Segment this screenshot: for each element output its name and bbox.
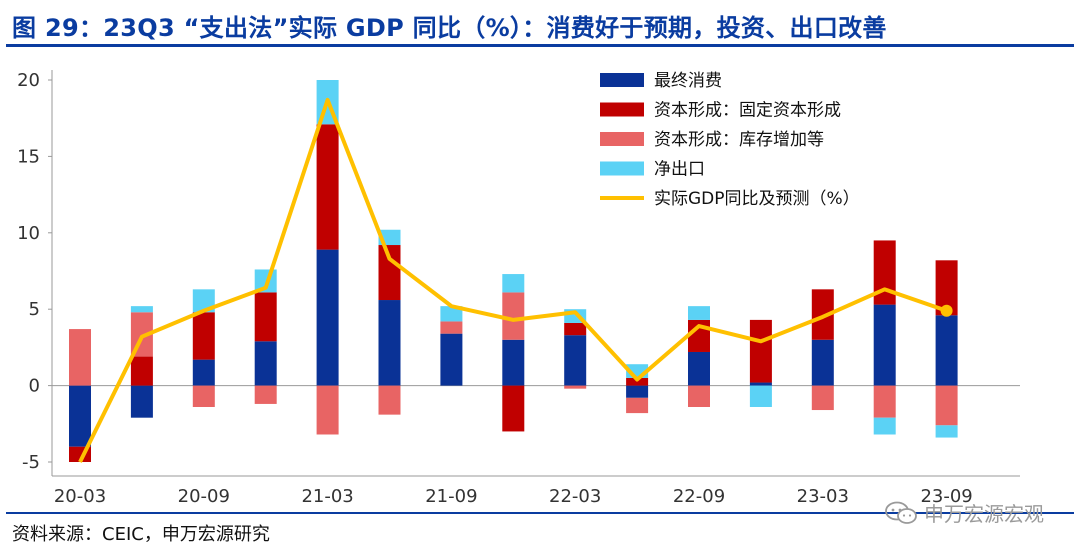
bar-segment (502, 339, 525, 386)
bar-segment (564, 335, 587, 386)
bar-segment (811, 289, 834, 340)
bar-segment (688, 351, 710, 386)
y-tick-label: 20 (17, 70, 40, 91)
bar-segment (254, 341, 277, 386)
bar-segment (626, 397, 649, 414)
axes: -5 0 5 10 15 20 20-03 20-09 21-03 21-09 22-03 22-09… (17, 70, 1020, 507)
watermark: 申万宏源宏观 (884, 498, 1044, 527)
bar-segment (626, 377, 649, 386)
bar-segment (935, 260, 958, 316)
bar-segment (69, 385, 91, 447)
page-title: 图 29：23Q3 “支出法”实际 GDP 同比（%）：消费好于预期，投资、出口… (12, 14, 887, 42)
bar-segment (564, 385, 587, 389)
x-tick-label: 23-03 (797, 486, 849, 507)
watermark-text: 申万宏源宏观 (924, 502, 1044, 526)
x-tick-label: 22-03 (549, 486, 601, 507)
y-tick-label: 15 (17, 146, 40, 167)
x-tick-label: 20-09 (178, 486, 230, 507)
x-tick-label: 23-09 (920, 486, 972, 507)
bar-segment (440, 321, 463, 334)
bar-segment (502, 385, 525, 432)
x-tick-label: 22-09 (673, 486, 725, 507)
bar-segment (688, 306, 710, 320)
footer-divider (6, 512, 1074, 514)
bar-segment (873, 385, 896, 418)
bar-segment (130, 356, 153, 386)
legend-label: 净出口 (654, 160, 705, 180)
bar-segment (378, 385, 401, 415)
bar-segment (192, 385, 215, 407)
legend-swatch (600, 73, 644, 87)
bar-segment (502, 274, 525, 293)
y-tick-label: -5 (22, 452, 40, 473)
bar-segment (192, 359, 215, 386)
bar-segment (192, 289, 215, 313)
x-tick-label: 21-03 (301, 486, 353, 507)
bar-segment (316, 249, 339, 386)
x-tick-label: 20-03 (54, 486, 106, 507)
legend-label: 资本形成：库存增加等 (654, 130, 824, 150)
bar-segment (935, 425, 958, 438)
source-note: 资料来源：CEIC，申万宏源研究 (12, 524, 270, 545)
bar-segment (378, 245, 401, 301)
bar-segment (935, 315, 958, 386)
bar-segment (316, 124, 339, 250)
bar-segment (130, 385, 153, 418)
bar-segment (440, 306, 463, 322)
y-tick-label: 0 (29, 376, 40, 397)
bar-segment (69, 329, 91, 386)
bar-segment (316, 385, 339, 435)
y-tick-label: 10 (17, 223, 40, 244)
title-divider (6, 44, 1074, 47)
bar-segment (873, 417, 896, 435)
bar-segment (564, 322, 587, 336)
y-tick-label: 5 (29, 299, 40, 320)
bar-segment (254, 385, 277, 404)
bar-segment (873, 240, 896, 305)
bar-segment (130, 306, 153, 313)
bar-segment (502, 292, 525, 340)
bar-segment (749, 382, 772, 386)
legend-swatch (600, 132, 644, 146)
legend-label: 实际GDP同比及预测（%） (654, 189, 860, 209)
bar-segment (811, 385, 834, 411)
wechat-icon (885, 501, 917, 524)
bar-segment (873, 304, 896, 386)
legend-label: 资本形成：固定资本形成 (654, 101, 841, 121)
bar-segment (378, 300, 401, 386)
gdp-point (940, 304, 953, 317)
legend-swatch (600, 161, 644, 176)
x-tick-label: 21-09 (425, 486, 477, 507)
legend-swatch (600, 102, 644, 117)
bars (69, 80, 958, 462)
bar-segment (192, 312, 215, 360)
bar-segment (688, 385, 710, 407)
bar-segment (749, 385, 772, 407)
gdp-line-layer (78, 97, 953, 463)
legend-label: 最终消费 (654, 71, 722, 91)
bar-segment (935, 385, 958, 426)
bar-segment (811, 339, 834, 386)
bar-segment (254, 292, 277, 342)
bar-segment (749, 319, 772, 383)
legend: 最终消费资本形成：固定资本形成资本形成：库存增加等净出口实际GDP同比及预测（%… (600, 71, 860, 209)
bar-segment (626, 385, 649, 398)
bar-segment (440, 333, 463, 386)
stacked-bar-line-chart: -5 0 5 10 15 20 20-03 20-09 21-03 21-09 22-03 22-09… (17, 70, 1020, 507)
